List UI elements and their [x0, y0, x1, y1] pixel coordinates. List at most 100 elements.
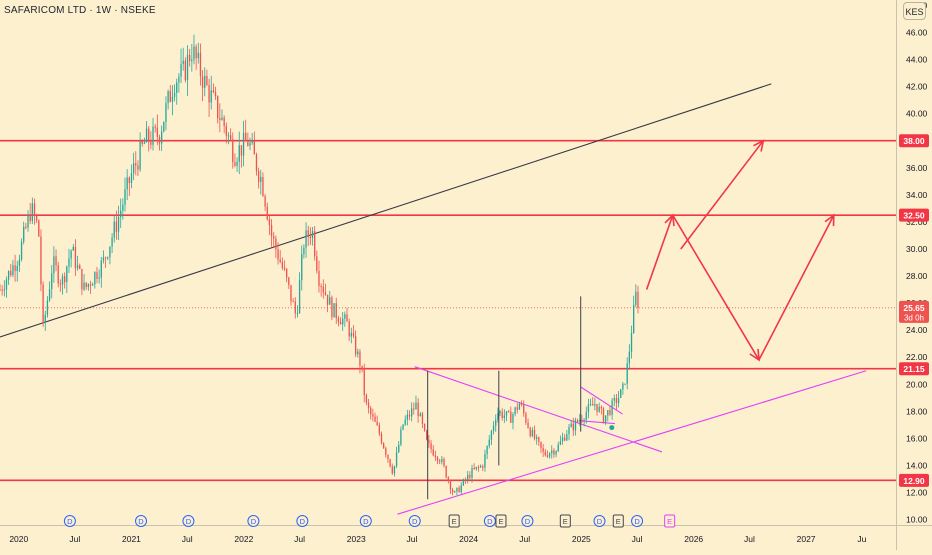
candle-body: [592, 404, 594, 406]
long-term-trendline-line: [0, 83, 772, 338]
candle-body: [557, 444, 559, 452]
time-tick-label: 2027: [797, 534, 816, 544]
candle-body: [66, 266, 68, 283]
candle-body: [46, 300, 49, 315]
candle-body: [434, 455, 437, 458]
candle-body: [624, 383, 626, 385]
candle-body: [320, 285, 322, 287]
price-tick-label: 30.00: [906, 244, 928, 254]
candle-body: [212, 90, 215, 93]
candle-body: [363, 369, 365, 396]
candle-body: [609, 410, 611, 415]
price-tick-label: 40.00: [906, 109, 928, 119]
candle-body: [10, 271, 12, 276]
candle-body: [559, 441, 562, 445]
candle-body: [89, 284, 92, 286]
time-tick-label: Jul: [182, 534, 193, 544]
candle-body: [492, 425, 495, 431]
candle-body: [417, 402, 419, 417]
candle-body: [471, 467, 473, 478]
time-tick-label: Ju: [857, 534, 866, 544]
candle-body: [135, 163, 137, 166]
projection-branch-arrowhead: [753, 139, 765, 152]
candle-body: [391, 466, 393, 474]
projection-arrowhead: [749, 348, 760, 362]
candle-body: [602, 408, 605, 423]
candle-body: [441, 458, 443, 462]
candle-body: [546, 455, 549, 457]
projection-arrows: [645, 139, 835, 362]
dividend-marker: [135, 515, 148, 527]
candle-body: [61, 276, 64, 285]
time-axis[interactable]: 2020 Jul 2021 Jul 2022 Jul 2023 Jul 2024 Jul 2025 J…: [0, 525, 932, 545]
countdown-label: 3d 0h: [904, 313, 924, 322]
candle-body: [100, 260, 102, 278]
candle-body: [42, 284, 44, 323]
candle-body: [301, 254, 303, 281]
candle-body: [31, 203, 33, 222]
candle-body: [529, 427, 531, 437]
candle-body: [96, 272, 98, 279]
candle-body: [113, 221, 115, 238]
dividend-marker-letter: D: [412, 517, 418, 526]
candle-body: [451, 489, 454, 493]
candle-body: [257, 171, 260, 182]
candle-body: [548, 453, 551, 457]
wedge-upper-line: [414, 366, 663, 453]
candle-body: [229, 135, 232, 140]
candle-body: [85, 282, 87, 288]
candle-body: [342, 318, 344, 325]
price-tick-label: 42.00: [906, 82, 928, 92]
candle-body: [132, 163, 135, 174]
candle-body: [555, 451, 557, 455]
price-axis[interactable]: 10.00 12.00 14.00 16.00 18.00 20.00 22.00 24.00…: [896, 0, 928, 550]
earnings-marker: [495, 514, 507, 528]
candle-body: [7, 271, 10, 280]
earnings-marker: [664, 514, 676, 528]
trend-lines: [0, 83, 867, 515]
wedge-lower-line: [397, 370, 867, 515]
candle-body: [264, 195, 266, 207]
candle-body: [527, 422, 529, 428]
candle-body: [372, 414, 374, 417]
candle-body: [210, 90, 212, 103]
candle-body: [182, 60, 184, 65]
candle-body: [12, 265, 14, 276]
candle-body: [294, 301, 296, 314]
currency-button[interactable]: KES: [903, 2, 926, 20]
dividend-marker-letter: D: [525, 517, 531, 526]
time-tick-label: 2021: [122, 534, 141, 544]
candle-body: [1, 289, 3, 291]
candle-body: [74, 246, 77, 269]
candles: [0, 34, 639, 500]
candle-body: [617, 397, 620, 404]
candle-body: [92, 284, 94, 286]
candle-body: [495, 419, 497, 426]
candle-body: [152, 126, 154, 145]
candle-body: [505, 411, 508, 416]
candle-body: [329, 297, 331, 305]
level-price-label: 32.50: [903, 211, 925, 221]
candle-body: [232, 139, 234, 163]
candle-body: [352, 332, 355, 337]
candle-body: [365, 395, 368, 403]
candle-body: [288, 277, 290, 285]
candle-body: [408, 414, 411, 417]
candle-body: [240, 145, 243, 156]
candle-body: [380, 433, 383, 444]
candle-body: [479, 465, 482, 468]
candle-body: [201, 76, 204, 88]
candle-body: [426, 430, 428, 440]
candle-body: [318, 270, 320, 286]
candle-body: [570, 423, 572, 428]
candle-body: [443, 458, 445, 467]
dividend-marker: [63, 515, 76, 527]
earnings-marker-letter: E: [452, 517, 457, 526]
dividend-marker: [483, 515, 496, 527]
candle-body: [551, 450, 553, 454]
candle-body: [507, 411, 510, 413]
candle-body: [48, 289, 51, 301]
candle-body: [376, 421, 378, 426]
